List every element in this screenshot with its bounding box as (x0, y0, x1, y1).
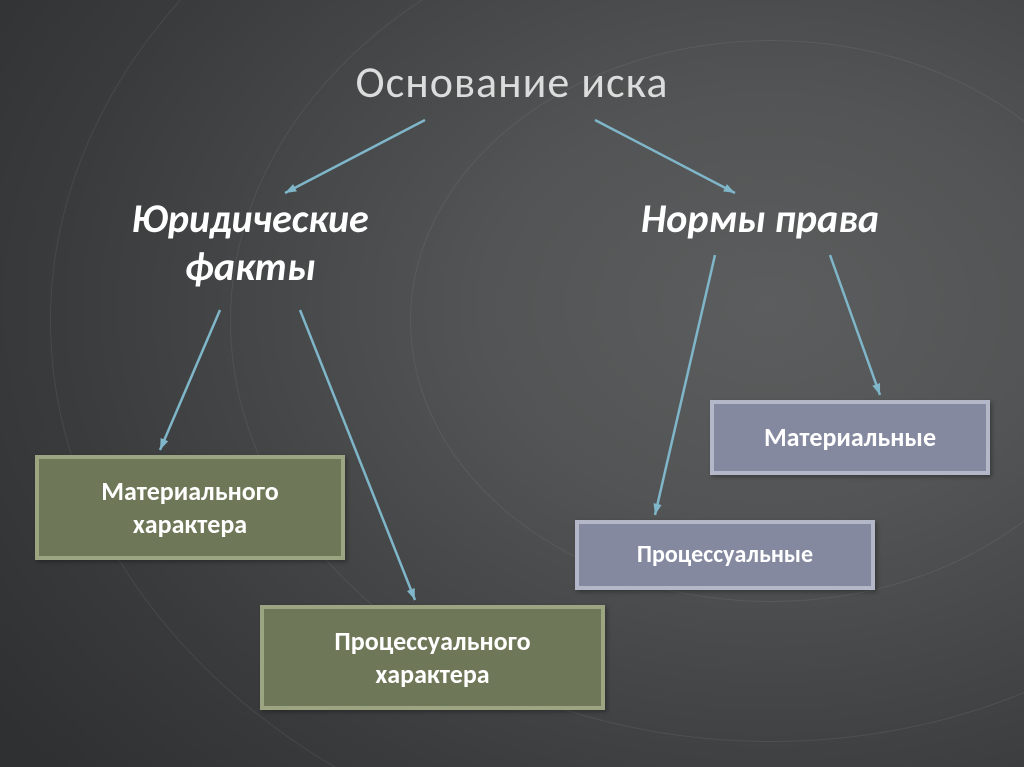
box-material-character: Материального характера (35, 455, 345, 560)
arrowhead-right-to-procedural (654, 503, 662, 515)
slide-title: Основание иска (0, 55, 1024, 109)
box-material-character-line2: характера (133, 508, 247, 540)
box-material: Материальные (710, 400, 990, 475)
arrow-title-to-right (595, 120, 735, 193)
arrow-right-to-material (830, 255, 880, 395)
arrowhead-title-to-left (285, 184, 297, 193)
heading-law-norms: Нормы права (565, 195, 955, 243)
ring-inner (410, 40, 1024, 602)
box-procedural-character-line2: характера (375, 658, 489, 690)
heading-legal-facts-line1: Юридические (131, 194, 368, 243)
box-procedural: Процессуальные (575, 520, 875, 590)
box-procedural-character: Процессуального характера (260, 605, 605, 710)
arrowhead-left-to-matchar (160, 438, 168, 450)
box-procedural-character-line1: Процессуального (334, 625, 530, 657)
arrowhead-right-to-material (872, 383, 880, 395)
arrow-right-to-procedural (655, 255, 715, 515)
heading-legal-facts-line2: факты (185, 242, 316, 291)
arrow-left-to-matchar (160, 310, 220, 450)
box-material-character-line1: Материального (101, 475, 278, 507)
arrowhead-left-to-procchar (407, 588, 415, 600)
arrow-title-to-left (285, 120, 425, 193)
slide: Основание иска Юридические факты Нормы п… (0, 0, 1024, 767)
heading-legal-facts: Юридические факты (55, 195, 445, 291)
arrowhead-title-to-right (723, 184, 735, 193)
